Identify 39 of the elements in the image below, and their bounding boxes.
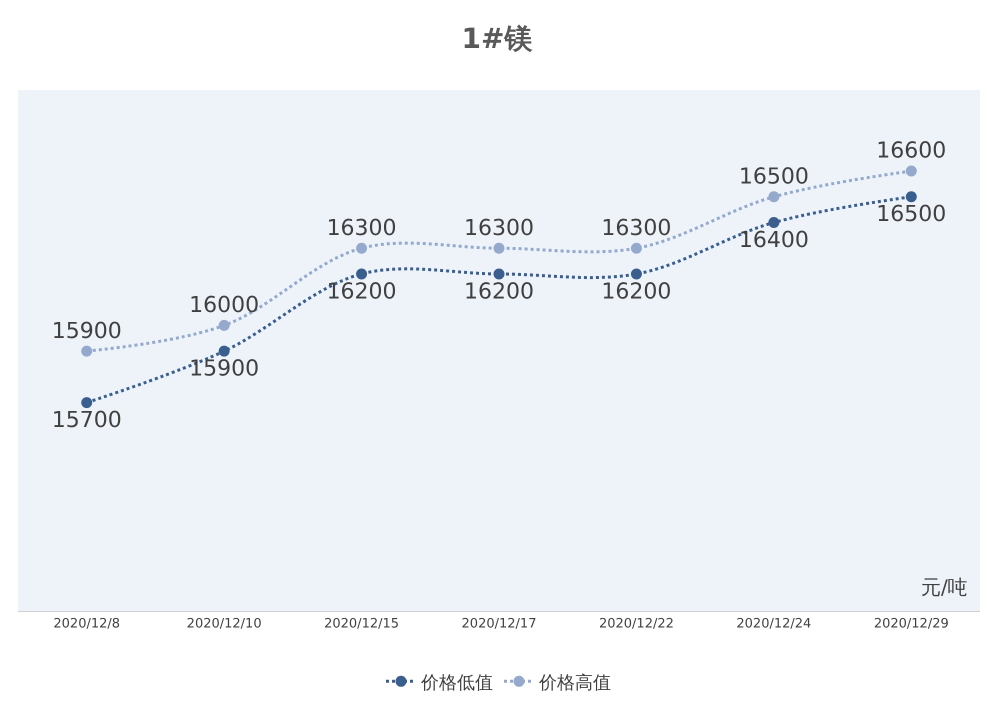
- data-label: 15900: [52, 318, 122, 344]
- point: [768, 217, 780, 228]
- x-tick-label: 2020/12/15: [324, 616, 400, 632]
- point: [81, 346, 92, 357]
- data-label: 16300: [326, 216, 397, 241]
- data-label: 16300: [601, 216, 672, 241]
- point: [356, 242, 368, 254]
- data-label: 16200: [326, 279, 397, 304]
- legend-label: 价格高值: [538, 672, 611, 694]
- point: [81, 397, 92, 408]
- data-label: 16400: [738, 228, 809, 253]
- x-tick-label: 2020/12/22: [598, 616, 674, 632]
- x-tick-label: 2020/12/10: [186, 616, 262, 632]
- point: [494, 268, 504, 280]
- x-tick-label: 2020/12/29: [874, 616, 949, 632]
- data-label: 16200: [464, 279, 534, 304]
- point: [630, 242, 642, 254]
- data-label: 16500: [876, 202, 946, 228]
- x-tick-label: 2020/12/17: [462, 616, 536, 632]
- point: [906, 166, 917, 177]
- x-tick-label: 2020/12/8: [53, 616, 120, 632]
- data-label: 16500: [738, 164, 809, 190]
- data-label: 16600: [876, 138, 946, 164]
- data-label: 15700: [52, 408, 122, 433]
- data-label: 15900: [189, 356, 260, 382]
- data-label: 16200: [601, 279, 672, 304]
- point: [630, 268, 642, 280]
- text: 元/吨: [921, 575, 968, 599]
- point: [494, 242, 504, 254]
- point: [218, 320, 230, 331]
- point: [218, 346, 230, 357]
- data-label: 16000: [189, 293, 260, 318]
- data-label: 16300: [464, 216, 534, 241]
- legend-label: 价格低值: [420, 672, 493, 694]
- point: [356, 268, 368, 280]
- chart-title: 1#镁: [462, 22, 534, 56]
- point: [768, 191, 780, 202]
- point: [906, 191, 917, 202]
- x-tick-label: 2020/12/24: [736, 616, 812, 632]
